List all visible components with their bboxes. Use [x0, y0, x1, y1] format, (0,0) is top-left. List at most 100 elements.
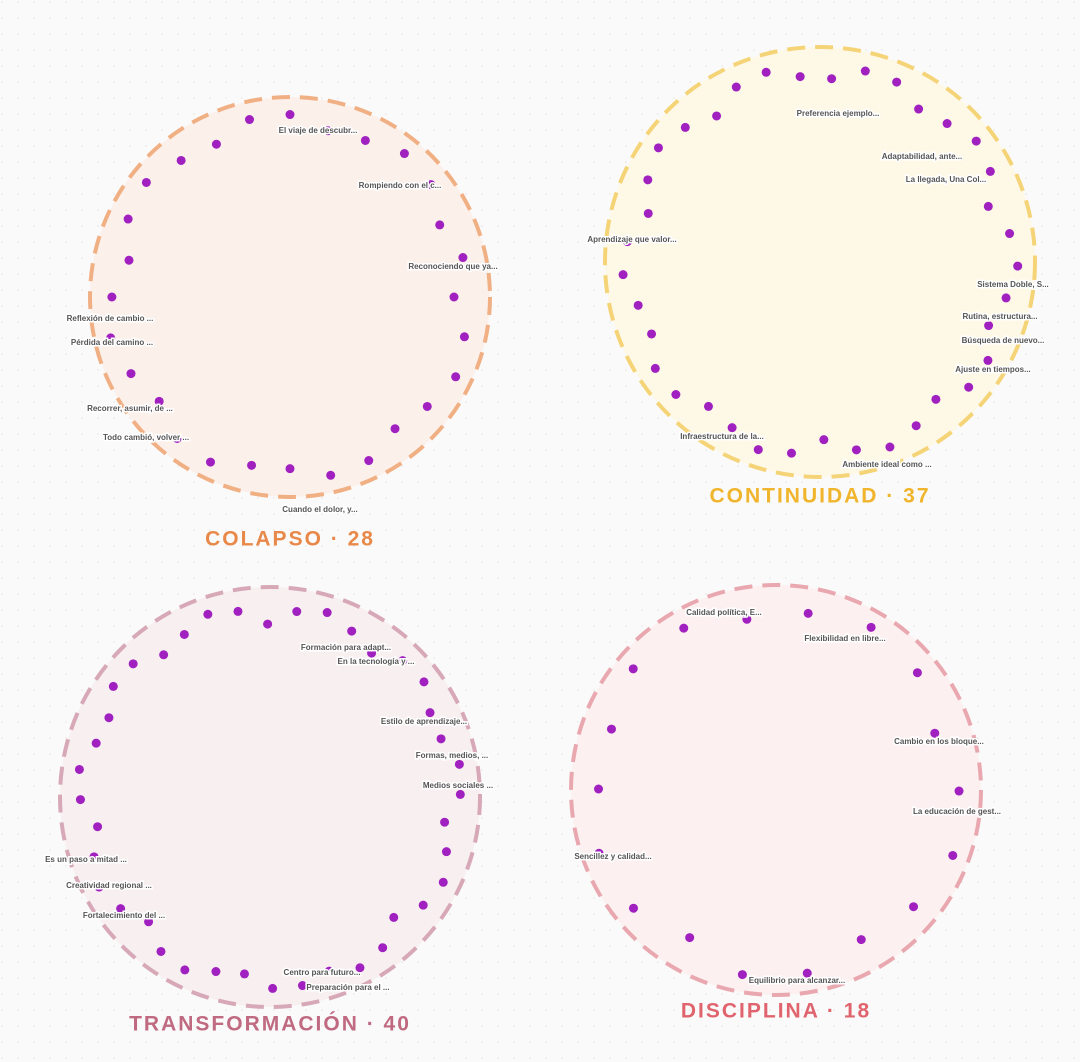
note-dot: [606, 724, 616, 734]
cluster-circle: [603, 45, 1037, 479]
note-dot: [360, 135, 370, 145]
note-dot: [390, 424, 400, 434]
note-dot: [75, 795, 85, 805]
note-label: Es un paso a mitad ...: [45, 855, 127, 864]
note-label: Rutina, estructura...: [962, 312, 1037, 321]
note-dot: [856, 935, 866, 945]
note-dot: [679, 623, 689, 633]
note-dot: [126, 369, 136, 379]
note-label: Cuando el dolor, y...: [282, 505, 357, 514]
note-dot: [633, 300, 643, 310]
note-dot: [795, 72, 805, 82]
note-dot: [263, 619, 273, 629]
note-dot: [650, 363, 660, 373]
note-label: Creatividad regional ...: [66, 881, 152, 890]
note-dot: [124, 255, 134, 265]
note-dot: [426, 180, 436, 190]
note-dot: [449, 292, 459, 302]
note-dot: [914, 104, 924, 114]
note-dot: [438, 877, 448, 887]
note-dot: [74, 764, 84, 774]
note-label: Preparación para el ...: [306, 983, 389, 992]
note-dot: [104, 713, 114, 723]
note-dot: [786, 448, 796, 458]
note-dot: [622, 237, 632, 247]
cluster-title: COLAPSO · 28: [205, 528, 375, 551]
cluster-circle: [569, 583, 983, 997]
note-dot: [298, 981, 308, 991]
note-label: Calidad política, E...: [686, 608, 762, 617]
note-dot: [451, 372, 461, 382]
note-dot: [247, 460, 257, 470]
note-dot: [985, 166, 995, 176]
note-dot: [911, 421, 921, 431]
note-label: Fortalecimiento del ...: [83, 911, 165, 920]
note-dot: [441, 847, 451, 857]
note-label: Sencillez y calidad...: [574, 852, 651, 861]
note-dot: [964, 382, 974, 392]
note-dot: [206, 457, 216, 467]
note-dot: [285, 110, 295, 120]
note-dot: [425, 708, 435, 718]
note-dot: [154, 396, 164, 406]
note-label: Ambiente ideal como ...: [842, 460, 931, 469]
note-dot: [440, 817, 450, 827]
note-label: Adaptabilidad, ante...: [882, 152, 962, 161]
note-dot: [322, 608, 332, 618]
note-dot: [647, 329, 657, 339]
note-dot: [458, 253, 468, 263]
note-dot: [367, 648, 377, 658]
cluster-title: DISCIPLINA · 18: [681, 1000, 871, 1023]
note-dot: [753, 445, 763, 455]
note-dot: [712, 111, 722, 121]
note-dot: [128, 659, 138, 669]
note-label: Centro para futuro...: [284, 968, 361, 977]
note-dot: [819, 435, 829, 445]
note-dot: [355, 963, 365, 973]
note-dot: [141, 177, 151, 187]
note-dot: [156, 946, 166, 956]
note-dot: [984, 321, 994, 331]
note-dot: [172, 433, 182, 443]
note-label: Estilo de aprendizaje...: [381, 717, 467, 726]
note-dot: [285, 464, 295, 474]
note-dot: [326, 470, 336, 480]
note-label: Medios sociales ...: [423, 781, 493, 790]
note-label: Flexibilidad en libre...: [804, 634, 885, 643]
note-dot: [233, 606, 243, 616]
note-dot: [106, 333, 116, 343]
note-dot: [942, 119, 952, 129]
note-dot: [802, 968, 812, 978]
cluster-circle: [88, 95, 492, 499]
note-label: Reflexión de cambio ...: [67, 314, 154, 323]
note-label: Rompiendo con el c...: [359, 181, 442, 190]
note-dot: [398, 656, 408, 666]
note-label: Recorrer, asumir, de ...: [87, 404, 173, 413]
cluster-title: CONTINUIDAD · 37: [709, 485, 930, 508]
note-dot: [742, 614, 752, 624]
note-label: Búsqueda de nuevo...: [962, 336, 1045, 345]
note-label: Preferencia ejemplo...: [797, 109, 880, 118]
note-dot: [211, 139, 221, 149]
note-dot: [727, 423, 737, 433]
note-dot: [324, 966, 334, 976]
note-dot: [459, 332, 469, 342]
note-dot: [268, 983, 278, 993]
note-label: La llegada, Una Col...: [906, 175, 986, 184]
note-dot: [948, 850, 958, 860]
note-dot: [971, 136, 981, 146]
note-dot: [93, 822, 103, 832]
note-dot: [144, 917, 154, 927]
note-dot: [671, 390, 681, 400]
note-label: El viaje de descubr...: [279, 126, 358, 135]
note-dot: [685, 933, 695, 943]
note-dot: [618, 270, 628, 280]
note-label: Infraestructura de la...: [680, 432, 764, 441]
note-dot: [912, 668, 922, 678]
note-dot: [954, 786, 964, 796]
note-dot: [203, 609, 213, 619]
note-label: En la tecnología y ...: [338, 657, 415, 666]
note-dot: [761, 67, 771, 77]
note-dot: [239, 969, 249, 979]
